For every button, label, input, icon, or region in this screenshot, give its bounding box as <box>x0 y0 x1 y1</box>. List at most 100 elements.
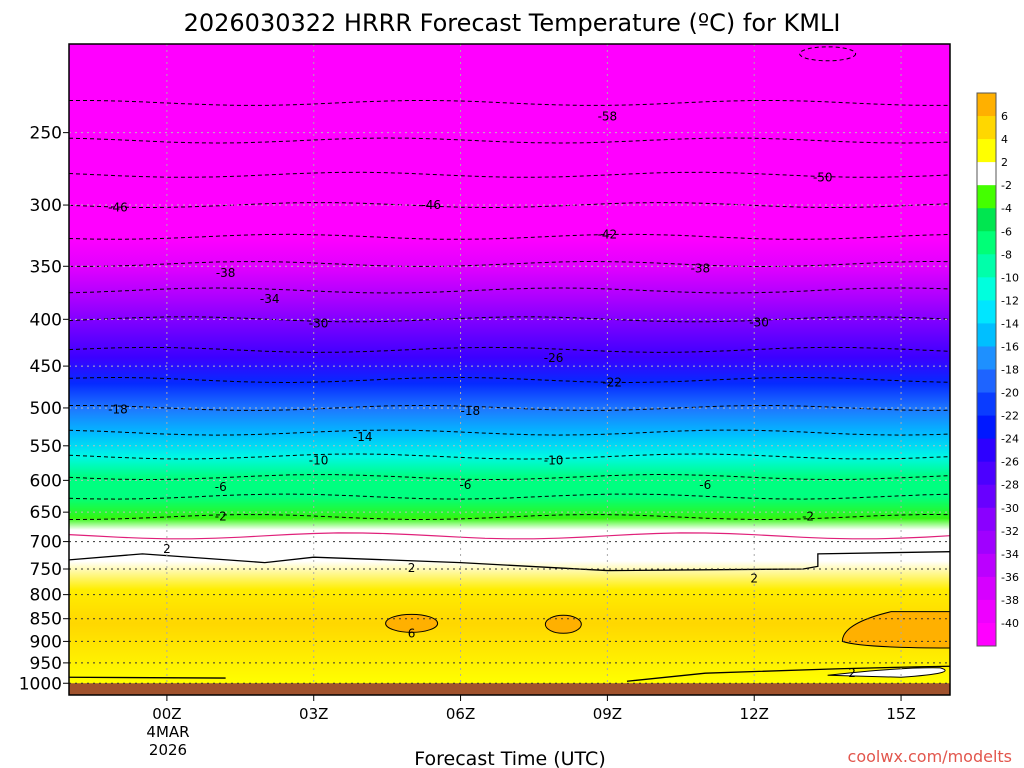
colorbar-swatch <box>977 208 996 232</box>
colorbar-label: -24 <box>1001 433 1019 446</box>
contour-label: -34 <box>260 292 280 306</box>
contour-label: 2 <box>163 542 171 556</box>
contour-label: -30 <box>309 316 329 330</box>
colorbar: 6 4 2 -2 -4 -6 -8 -10 -12 -14 -16 -18 -20 -22 -24 -26 -2… <box>976 92 1019 647</box>
colorbar-label: -36 <box>1001 571 1019 584</box>
contour-label: -14 <box>353 430 373 444</box>
y-tick-label: 950 <box>30 654 62 674</box>
contour-label: -6 <box>699 478 711 492</box>
contour-label: -58 <box>598 109 618 123</box>
contour-label: -6 <box>215 480 227 494</box>
colorbar-swatch <box>977 300 996 324</box>
warm-pocket <box>841 611 951 649</box>
colorbar-label: -20 <box>1001 387 1019 400</box>
contour-label: -46 <box>421 198 441 212</box>
contour-label: 2 <box>750 571 758 585</box>
y-tick-label: 800 <box>30 586 62 606</box>
y-tick-label: 600 <box>30 471 62 491</box>
colorbar-swatch <box>977 461 996 486</box>
colorbar-label: 2 <box>1001 156 1008 169</box>
contour-label: -38 <box>691 262 711 276</box>
contour-label: -38 <box>216 266 236 280</box>
colorbar-label: 4 <box>1001 133 1008 146</box>
colorbar-swatch <box>977 507 996 532</box>
colorbar-swatch <box>977 553 996 578</box>
colorbar-swatch <box>977 599 996 624</box>
y-tick-label: 900 <box>30 632 62 652</box>
warm-pocket <box>544 614 582 634</box>
chart-title: 2026030322 HRRR Forecast Temperature (ºC… <box>184 9 841 37</box>
colorbar-swatch <box>977 415 996 440</box>
y-tick-label: 500 <box>30 399 62 419</box>
y-tick-label: 350 <box>30 257 62 277</box>
date-label-month: 4MAR <box>146 723 189 741</box>
x-axis: 00Z 03Z 06Z 09Z 12Z 15Z <box>152 695 916 723</box>
temperature-field <box>69 44 950 695</box>
x-tick-label: 00Z <box>152 705 181 723</box>
colorbar-label: -14 <box>1001 317 1019 330</box>
colorbar-label: -22 <box>1001 410 1019 423</box>
y-tick-label: 400 <box>30 310 62 330</box>
colorbar-swatch <box>977 116 996 140</box>
colorbar-label: -18 <box>1001 364 1019 377</box>
colorbar-label: -12 <box>1001 294 1019 307</box>
colorbar-label: -32 <box>1001 525 1019 538</box>
x-tick-label: 03Z <box>299 705 328 723</box>
colorbar-swatch <box>977 231 996 255</box>
colorbar-swatch <box>977 323 996 347</box>
y-tick-label: 300 <box>30 196 62 216</box>
colorbar-label: -16 <box>1001 340 1019 353</box>
x-tick-label: 09Z <box>593 705 622 723</box>
contour-label: -2 <box>802 509 814 523</box>
colorbar-label: -4 <box>1001 202 1012 215</box>
colorbar-label: -28 <box>1001 479 1019 492</box>
colorbar-swatch <box>977 139 996 163</box>
y-tick-label: 250 <box>30 124 62 144</box>
colorbar-swatch <box>977 162 996 186</box>
y-axis: 2503003504004505005506006507007508008509… <box>19 124 69 694</box>
colorbar-swatch <box>977 392 996 417</box>
contour-label: -6 <box>459 478 471 492</box>
contour-line-solid <box>68 665 951 682</box>
y-tick-label: 750 <box>30 560 62 580</box>
contour-label: -46 <box>108 201 128 215</box>
colorbar-swatch <box>977 369 996 394</box>
colorbar-label: -40 <box>1001 617 1019 630</box>
y-tick-label: 850 <box>30 610 62 630</box>
contour-label: 6 <box>408 626 416 640</box>
colorbar-label: -8 <box>1001 248 1012 261</box>
colorbar-frame <box>976 92 997 647</box>
plot-frame <box>68 43 951 696</box>
contour-lines <box>68 46 951 682</box>
contour-label: -26 <box>544 351 564 365</box>
contour-label: -22 <box>602 376 622 390</box>
colorbar-label: -10 <box>1001 271 1019 284</box>
x-tick-label: 06Z <box>446 705 475 723</box>
credit-text[interactable]: coolwx.com/modelts <box>848 747 1012 766</box>
colorbar-swatch <box>977 530 996 555</box>
y-tick-label: 1000 <box>19 674 62 694</box>
colorbar-swatch <box>977 277 996 301</box>
contour-label: 2 <box>408 561 416 575</box>
colorbar-label: 6 <box>1001 110 1008 123</box>
colorbar-swatch <box>977 346 996 370</box>
contour-label: -18 <box>108 403 128 417</box>
x-tick-label: 15Z <box>886 705 915 723</box>
freezing-line <box>68 532 951 540</box>
contour-line-solid <box>68 551 951 572</box>
x-tick-label: 12Z <box>740 705 769 723</box>
y-tick-label: 550 <box>30 437 62 457</box>
colorbar-swatch <box>977 254 996 278</box>
y-tick-label: 700 <box>30 533 62 553</box>
colorbar-label: -30 <box>1001 502 1019 515</box>
contour-label: -18 <box>461 404 481 418</box>
colorbar-label: -38 <box>1001 594 1019 607</box>
contour-label: -42 <box>598 227 618 241</box>
colorbar-label: -2 <box>1001 179 1012 192</box>
contour-label: -30 <box>749 315 769 329</box>
contour-label: -50 <box>813 171 833 185</box>
colorbar-label: -6 <box>1001 225 1012 238</box>
contour-label: 2 <box>848 666 856 680</box>
colorbar-swatch <box>977 93 996 117</box>
